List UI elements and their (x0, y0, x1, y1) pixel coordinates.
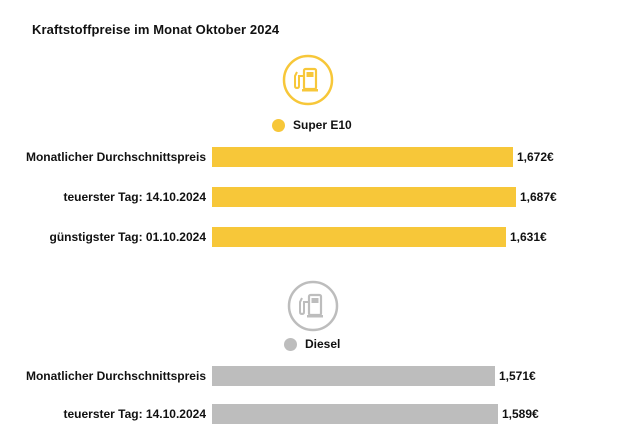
fuel-pump-icon (287, 280, 339, 332)
bar-row: teuerster Tag: 14.10.2024 1,589€ (0, 404, 630, 424)
bar-row: teuerster Tag: 14.10.2024 1,687€ (0, 187, 630, 207)
bar (212, 187, 516, 207)
bar-row: Monatlicher Durchschnittspreis 1,672€ (0, 147, 630, 167)
legend-dot (272, 118, 285, 132)
bar (212, 404, 498, 424)
legend-dot (284, 337, 297, 351)
legend-label: Diesel (305, 337, 341, 351)
value-label: 1,571€ (499, 369, 536, 383)
legend-super: Super E10 (272, 118, 352, 132)
bar-row: Monatlicher Durchschnittspreis 1,571€ (0, 366, 630, 386)
legend-diesel: Diesel (284, 337, 340, 351)
category-label: teuerster Tag: 14.10.2024 (63, 190, 206, 204)
bar (212, 147, 513, 167)
value-label: 1,589€ (502, 407, 539, 421)
bar (212, 366, 495, 386)
value-label: 1,672€ (517, 150, 554, 164)
bar-row: günstigster Tag: 01.10.2024 1,631€ (0, 227, 630, 247)
value-label: 1,631€ (510, 230, 547, 244)
category-label: Monatlicher Durchschnittspreis (25, 369, 206, 383)
bar (212, 227, 506, 247)
chart-title: Kraftstoffpreise im Monat Oktober 2024 (32, 22, 280, 37)
category-label: Monatlicher Durchschnittspreis (25, 150, 206, 164)
fuel-pump-icon (282, 54, 334, 106)
category-label: günstigster Tag: 01.10.2024 (49, 230, 206, 244)
legend-label: Super E10 (293, 118, 352, 132)
category-label: teuerster Tag: 14.10.2024 (63, 407, 206, 421)
value-label: 1,687€ (520, 190, 557, 204)
